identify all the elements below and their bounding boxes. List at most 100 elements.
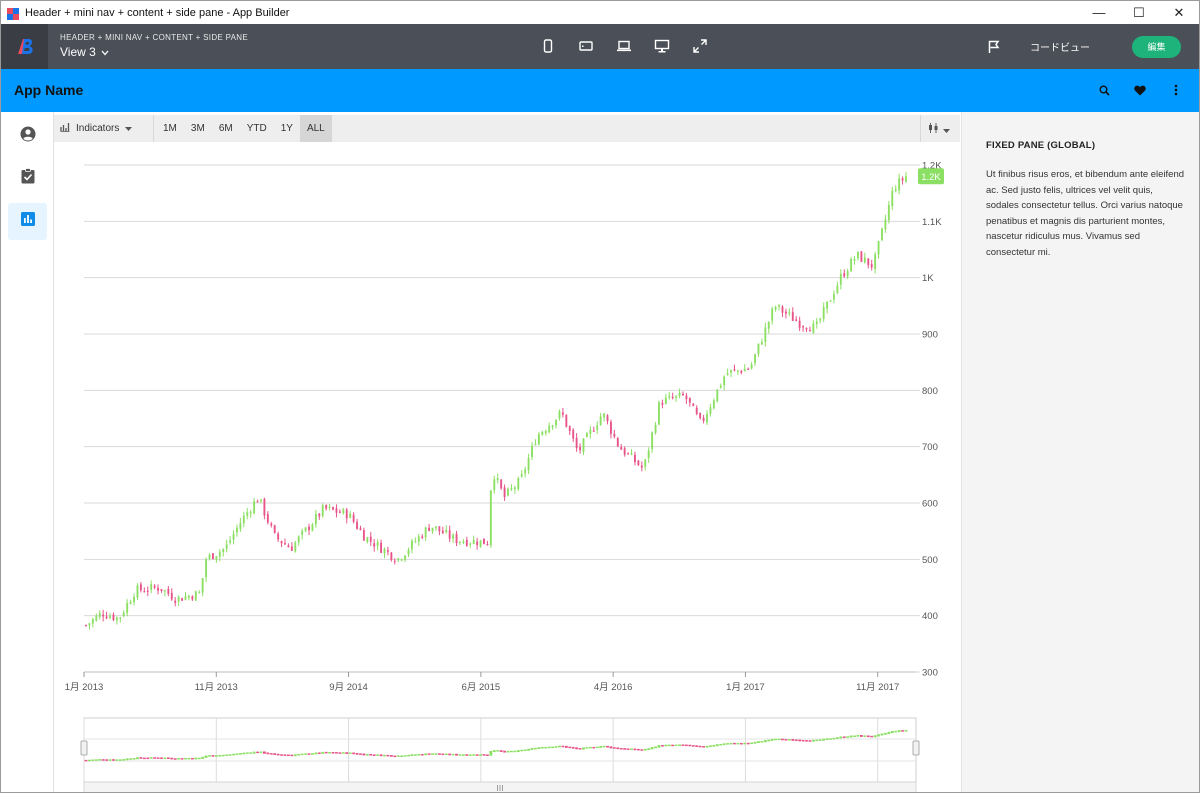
fullscreen-icon[interactable]	[688, 36, 712, 56]
navigator-candle	[187, 757, 191, 760]
chart-type-dropdown[interactable]	[924, 115, 954, 142]
candle-body	[822, 307, 825, 320]
candle-body	[321, 505, 324, 516]
range-button-6m[interactable]: 6M	[218, 123, 233, 134]
last-value-label: 1.2K	[921, 172, 941, 183]
candle-body	[695, 407, 698, 414]
navigator-right-handle[interactable]	[912, 740, 920, 756]
candle-body	[531, 445, 533, 458]
minimize-button[interactable]: —	[1092, 5, 1106, 20]
navigator-candle	[781, 738, 784, 741]
candle-body	[308, 526, 310, 531]
candle-body	[390, 552, 393, 560]
navigator-candle	[887, 731, 891, 735]
navigator-candle	[400, 755, 404, 758]
nav-item-chart[interactable]	[8, 203, 47, 240]
candle-body	[688, 397, 691, 403]
heart-icon[interactable]	[1131, 80, 1149, 100]
navigator-left-handle[interactable]	[80, 740, 88, 756]
content-area: Indicators 1M 3M 6M YTD 1Y ALL 1.2K 1.1K 1K 900 8…	[54, 112, 960, 793]
candle-body	[232, 534, 235, 540]
navigator-candle	[753, 741, 757, 744]
navigator-candle	[578, 748, 582, 750]
candle-body	[273, 525, 276, 533]
navigator-candle	[177, 757, 181, 760]
candle-body	[616, 437, 619, 447]
candle-body	[603, 413, 606, 418]
navigator-candle	[671, 744, 675, 747]
candle-body	[548, 425, 551, 433]
code-view-button[interactable]: コードビュー	[1030, 43, 1090, 54]
candle-body	[678, 392, 681, 397]
navigator-candle	[705, 745, 709, 748]
nav-item-account[interactable]	[8, 118, 47, 155]
navigator-candle	[475, 754, 479, 756]
close-button[interactable]: ✕	[1173, 4, 1185, 20]
search-icon[interactable]	[1095, 80, 1113, 100]
builder-header: HEADER + MINI NAV + CONTENT + SIDE PANE …	[1, 24, 1199, 69]
candle-body	[88, 623, 91, 626]
laptop-icon[interactable]	[612, 36, 636, 56]
navigator-candle	[245, 752, 249, 754]
maximize-button[interactable]: ☐	[1133, 4, 1145, 20]
candle-body	[314, 513, 317, 525]
candle-body	[373, 543, 376, 547]
candle-body	[253, 501, 256, 514]
more-vert-icon[interactable]	[1167, 80, 1185, 100]
navigator-candle	[105, 759, 108, 761]
navigator-candle	[787, 739, 791, 741]
edit-button[interactable]: 編集	[1132, 35, 1181, 58]
window-title: Header + mini nav + content + side pane …	[25, 6, 290, 19]
candle-body	[133, 596, 135, 603]
navigator-candle	[606, 745, 609, 748]
navigator-candle	[218, 754, 222, 757]
navigator-candle	[599, 745, 603, 748]
navigator-candle	[235, 753, 239, 755]
range-button-1y[interactable]: 1Y	[280, 123, 293, 134]
desktop-icon[interactable]	[650, 36, 674, 56]
navigator-candle	[595, 746, 599, 749]
tablet-icon[interactable]	[574, 36, 598, 56]
navigator-candle	[256, 751, 259, 754]
candle-body	[815, 321, 818, 325]
nav-item-assignment[interactable]	[8, 160, 47, 197]
candle-body	[857, 251, 859, 259]
phone-icon[interactable]	[536, 36, 560, 56]
candle-body	[476, 541, 479, 546]
candle-body	[362, 530, 365, 541]
navigator-candle	[647, 748, 651, 750]
candle-body	[301, 530, 304, 535]
candle-body	[898, 178, 901, 191]
navigator-candle	[551, 746, 555, 749]
candle-body	[146, 590, 149, 592]
navigator-candle	[784, 739, 788, 741]
range-button-all[interactable]: ALL	[299, 115, 332, 142]
navigator-frame[interactable]	[83, 717, 917, 783]
builder-logo-icon[interactable]	[1, 24, 48, 69]
navigator-candle	[335, 752, 338, 754]
flag-icon[interactable]	[984, 37, 1004, 57]
candle-body	[771, 308, 774, 321]
builder-actions: コードビュー 編集	[984, 24, 1181, 69]
chart-toolbar: Indicators 1M 3M 6M YTD 1Y ALL	[54, 115, 960, 142]
view-selector[interactable]: View 3	[60, 45, 109, 59]
candle-body	[153, 585, 156, 588]
navigator-candle	[894, 730, 898, 733]
candle-body	[747, 368, 750, 370]
side-pane: FIXED PANE (GLOBAL) Ut finibus risus ero…	[961, 112, 1199, 792]
stock-chart[interactable]: 1.2K 1.1K 1K 900 800 700 600 500 400 300 1月 2013 11…	[54, 142, 960, 793]
navigator-candle	[846, 736, 850, 738]
indicators-dropdown[interactable]: Indicators	[60, 115, 133, 142]
range-button-3m[interactable]: 3M	[190, 123, 205, 134]
navigator-candle	[413, 754, 417, 756]
navigator-candle	[139, 757, 143, 759]
y-tick-label: 1.2K	[922, 161, 942, 172]
range-button-ytd[interactable]: YTD	[246, 123, 267, 134]
range-button-1m[interactable]: 1M	[163, 123, 177, 134]
last-value-badge	[918, 168, 944, 185]
indicators-icon	[60, 122, 70, 135]
candle-body	[260, 499, 262, 502]
navigator-candle	[184, 757, 187, 760]
candle-body	[719, 385, 722, 388]
candle-body	[465, 539, 468, 546]
